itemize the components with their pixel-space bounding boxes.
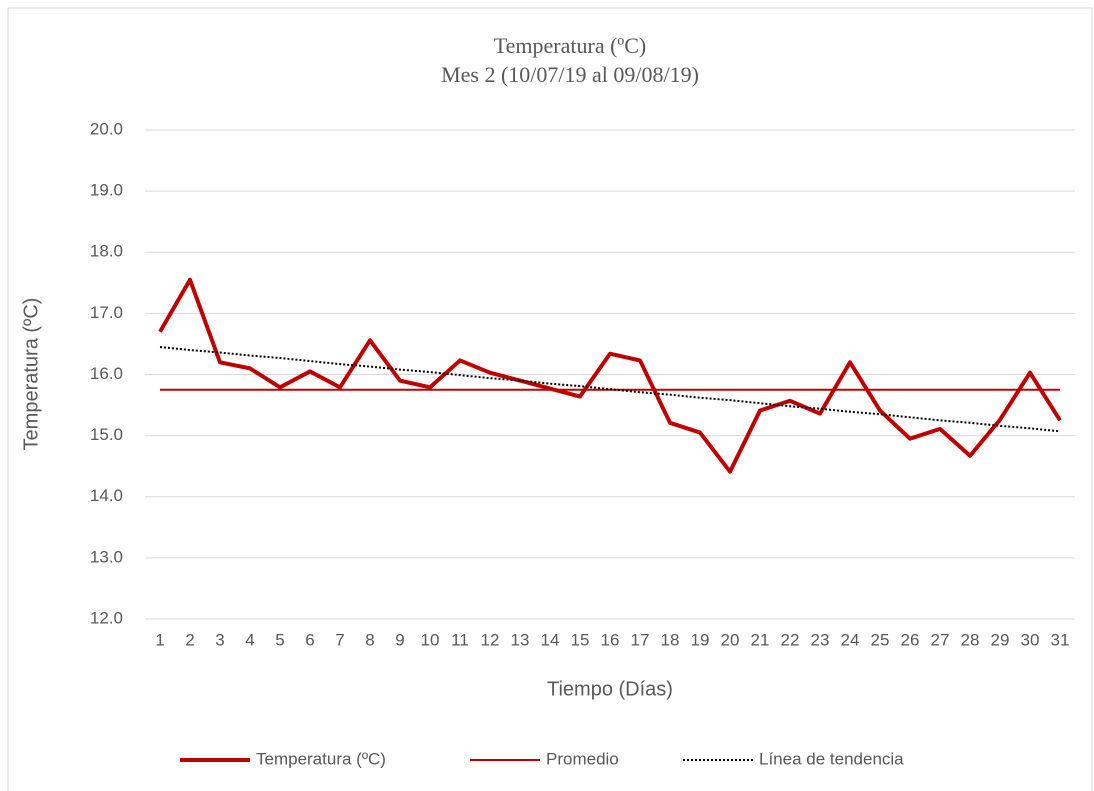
y-tick-label: 19.0 [90, 181, 123, 200]
x-tick-label: 22 [781, 630, 800, 649]
x-tick-label: 31 [1051, 630, 1070, 649]
x-tick-label: 11 [451, 630, 469, 649]
x-tick-label: 13 [511, 630, 530, 649]
y-tick-label: 17.0 [90, 303, 123, 322]
y-tick-label: 14.0 [90, 486, 123, 505]
x-tick-label: 16 [601, 630, 620, 649]
y-tick-label: 13.0 [90, 547, 123, 566]
x-tick-label: 26 [901, 630, 920, 649]
x-tick-label: 14 [541, 630, 560, 649]
x-tick-label: 30 [1021, 630, 1040, 649]
x-tick-label: 27 [931, 630, 950, 649]
x-tick-label: 20 [721, 630, 740, 649]
x-tick-label: 19 [691, 630, 710, 649]
x-tick-label: 4 [245, 630, 254, 649]
y-tick-label: 20.0 [90, 119, 123, 138]
x-axis-label: Tiempo (Días) [547, 678, 673, 700]
y-axis-label: Temperatura (ºC) [20, 298, 42, 451]
x-tick-label: 3 [215, 630, 224, 649]
x-tick-label: 12 [481, 630, 500, 649]
legend-label: Promedio [546, 749, 619, 768]
x-tick-label: 9 [395, 630, 404, 649]
x-tick-label: 1 [155, 630, 164, 649]
x-tick-label: 18 [661, 630, 680, 649]
y-tick-label: 15.0 [90, 425, 123, 444]
x-tick-label: 24 [841, 630, 860, 649]
x-tick-label: 25 [871, 630, 890, 649]
legend-label: Línea de tendencia [759, 749, 904, 768]
x-tick-label: 6 [305, 630, 314, 649]
y-tick-label: 16.0 [90, 364, 123, 383]
x-tick-label: 7 [335, 630, 344, 649]
y-tick-label: 12.0 [90, 608, 123, 627]
x-tick-label: 28 [961, 630, 980, 649]
series-line [159, 345, 1061, 433]
chart-border [7, 7, 1093, 791]
legend-label: Temperatura (ºC) [256, 749, 386, 768]
y-tick-label: 18.0 [90, 242, 123, 261]
chart-title: Temperatura (ºC) [494, 33, 647, 58]
x-tick-label: 21 [751, 630, 770, 649]
x-tick-label: 29 [991, 630, 1010, 649]
x-tick-label: 15 [571, 630, 590, 649]
x-tick-label: 8 [365, 630, 374, 649]
x-tick-label: 23 [811, 630, 830, 649]
x-tick-label: 2 [185, 630, 194, 649]
x-tick-label: 5 [275, 630, 284, 649]
chart-subtitle: Mes 2 (10/07/19 al 09/08/19) [441, 62, 699, 87]
x-tick-label: 17 [631, 630, 650, 649]
x-tick-label: 10 [421, 630, 440, 649]
series-line [158, 277, 1062, 474]
